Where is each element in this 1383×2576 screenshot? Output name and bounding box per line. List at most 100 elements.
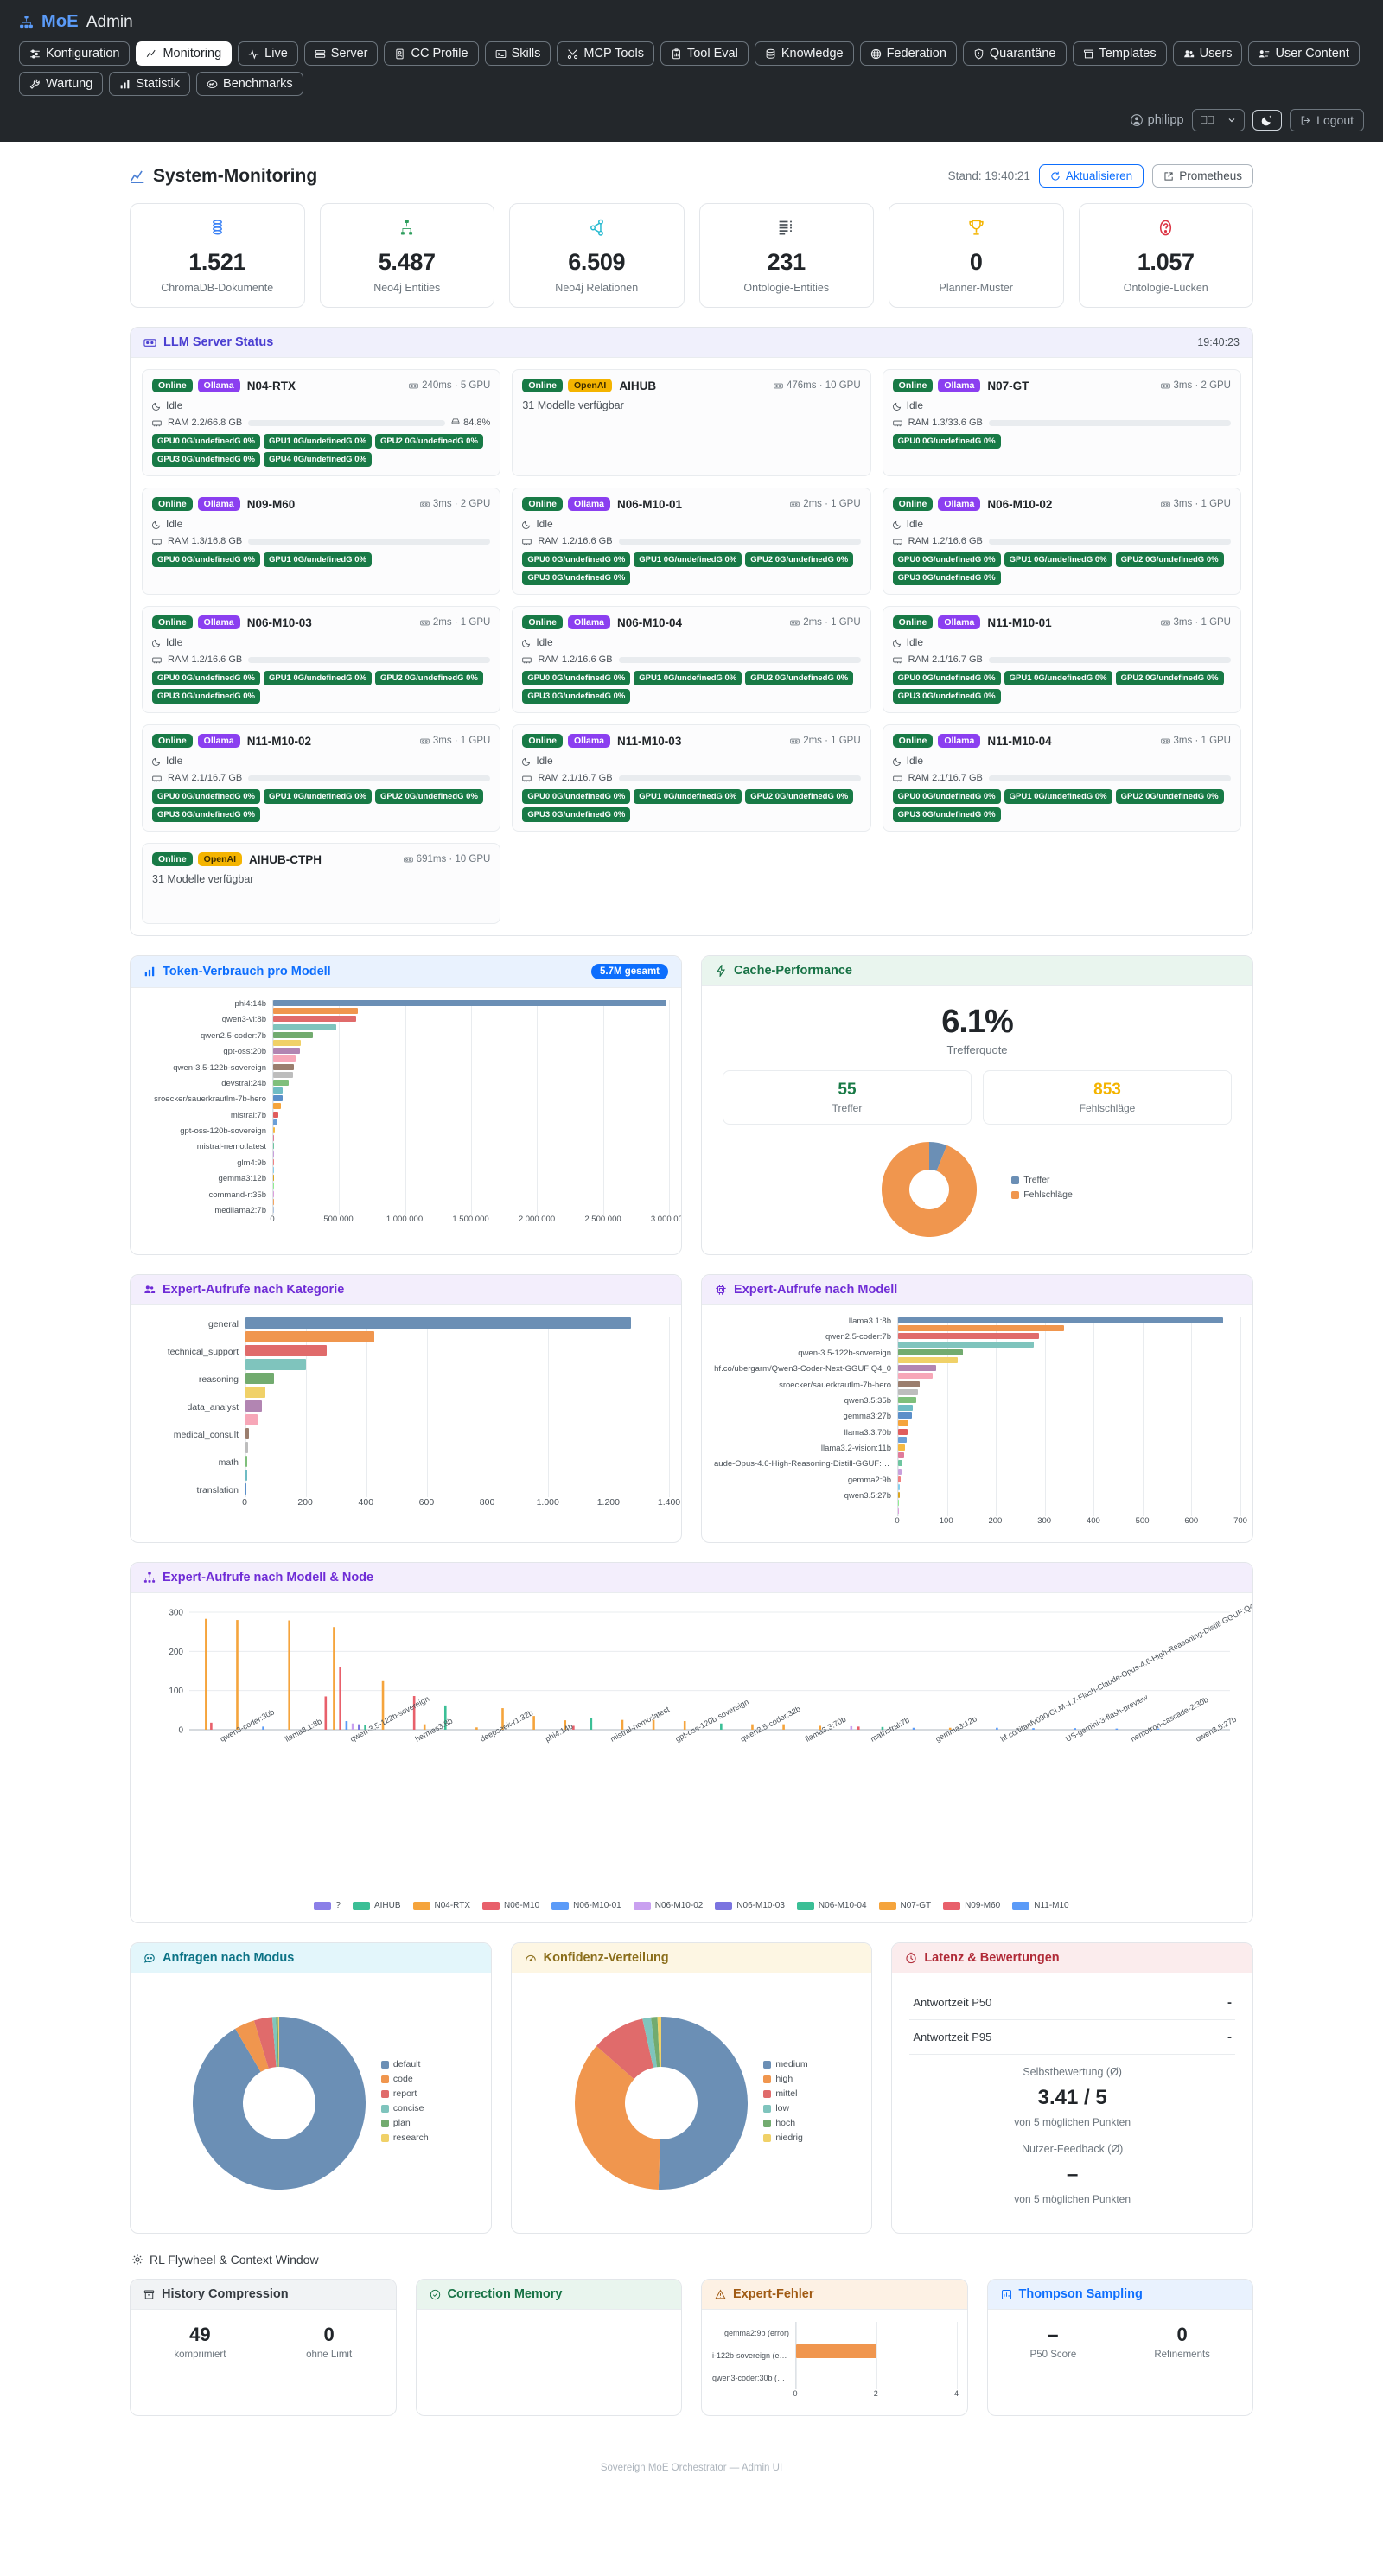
bar — [273, 1031, 313, 1038]
latency-rows: Antwortzeit P50 - Antwortzeit P95 - — [909, 1986, 1235, 2055]
server-card[interactable]: Online Ollama N09-M60 3ms · 2 GPU Idle R… — [142, 488, 501, 595]
tab-skills[interactable]: Skills — [484, 41, 551, 66]
server-card[interactable]: Online Ollama N11-M10-04 3ms · 1 GPU Idl… — [882, 724, 1241, 832]
bar — [898, 1349, 963, 1355]
axis-tick-label: 500 — [1135, 1516, 1150, 1526]
axis-tick-label — [714, 1325, 891, 1333]
panel-title: Expert-Aufrufe nach Modell — [734, 1283, 898, 1297]
server-card[interactable]: Online Ollama N06-M10-04 2ms · 1 GPU Idl… — [512, 606, 871, 713]
server-ram-text: RAM 2.1/16.7 GB — [908, 773, 983, 783]
bar — [273, 1087, 284, 1094]
tab-statistik[interactable]: Statistik — [109, 72, 191, 96]
server-ram-row: RAM 2.1/16.7 GB — [892, 654, 1231, 665]
moon-icon — [892, 401, 902, 411]
tools-icon — [567, 48, 578, 60]
tab-label: Tool Eval — [686, 47, 738, 61]
axis-tick-label: translation — [196, 1485, 239, 1495]
bar — [1074, 1728, 1076, 1730]
footer: Sovereign MoE Orchestrator — Admin UI — [600, 2463, 783, 2473]
stat-value: 5.487 — [378, 249, 436, 275]
bar — [273, 1095, 283, 1102]
kpi-value: 0 — [323, 2324, 335, 2345]
server-card-header: Online OpenAI AIHUB 476ms · 10 GPU — [522, 379, 861, 392]
server-meta: 2ms · 1 GPU — [790, 617, 861, 628]
pie-slice — [651, 2017, 660, 2068]
tab-konfiguration[interactable]: Konfiguration — [19, 41, 131, 66]
stat-label: Neo4j Relationen — [555, 282, 639, 294]
axis-tick-label: qwen3.5:27b — [1195, 1715, 1238, 1744]
refresh-button[interactable]: Aktualisieren — [1038, 164, 1144, 188]
tab-users[interactable]: Users — [1172, 41, 1243, 66]
gpu-chip-row: GPU0 0G/undefinedG 0% GPU1 0G/undefinedG … — [152, 434, 490, 467]
tab-user-content[interactable]: User Content — [1248, 41, 1360, 66]
server-card[interactable]: Online Ollama N11-M10-02 3ms · 1 GPU Idl… — [142, 724, 501, 832]
bar — [245, 1373, 275, 1384]
tab-knowledge[interactable]: Knowledge — [754, 41, 854, 66]
server-card[interactable]: Online Ollama N07-GT 3ms · 2 GPU Idle RA… — [882, 369, 1241, 476]
gpu-chip: GPU2 0G/undefinedG 0% — [374, 671, 483, 685]
stat-label: ChromaDB-Dokumente — [161, 282, 274, 294]
legend-item: Fehlschläge — [1011, 1189, 1073, 1200]
tab-tool-eval[interactable]: Tool Eval — [660, 41, 749, 66]
server-meta: 3ms · 1 GPU — [1160, 617, 1231, 628]
server-ram-text: RAM 1.2/16.6 GB — [538, 654, 613, 665]
panel-body: phi4:14b qwen3-vl:8b qwen2.5-coder:7b gpt-o… — [131, 988, 681, 1240]
tab-cc-profile[interactable]: CC Profile — [384, 41, 479, 66]
server-card[interactable]: Online Ollama N11-M10-03 2ms · 1 GPU Idl… — [512, 724, 871, 832]
server-card[interactable]: Online Ollama N11-M10-01 3ms · 1 GPU Idl… — [882, 606, 1241, 713]
gpu-card-icon — [420, 736, 430, 746]
current-user: philipp — [1130, 113, 1184, 127]
theme-toggle-button[interactable] — [1252, 110, 1283, 131]
axis-tick-label — [143, 1008, 266, 1016]
tab-templates[interactable]: Templates — [1072, 41, 1167, 66]
question-circle-icon — [1088, 219, 1245, 240]
legend-swatch — [878, 1902, 896, 1910]
tab-wartung[interactable]: Wartung — [19, 72, 104, 96]
axis-tick-label: command-r:35b — [208, 1190, 266, 1199]
bar — [898, 1436, 908, 1443]
provider-badge: Ollama — [568, 615, 611, 629]
legend-label: medium — [775, 2059, 808, 2069]
tab-label: Konfiguration — [46, 47, 120, 61]
gpu-chip: GPU2 0G/undefinedG 0% — [745, 671, 854, 685]
axis-tick-label: hf.co/titanfv090/GLM-4.7-Flash-Claude-Op… — [999, 1592, 1253, 1744]
server-card[interactable]: Online Ollama N06-M10-02 3ms · 1 GPU Idl… — [882, 488, 1241, 595]
server-card[interactable]: Online Ollama N06-M10-03 2ms · 1 GPU Idl… — [142, 606, 501, 713]
server-card[interactable]: Online Ollama N04-RTX 240ms · 5 GPU Idle… — [142, 369, 501, 476]
bar — [996, 1727, 998, 1730]
stat-card: 5.487 Neo4j Entities — [319, 203, 494, 308]
legend-label: default — [392, 2059, 421, 2069]
gpu-card-icon — [790, 500, 800, 509]
legend-item: AIHUB — [352, 1901, 401, 1910]
pulse-icon — [248, 48, 259, 60]
rl-section-text: RL Flywheel & Context Window — [150, 2253, 319, 2267]
llm-server-status-panel: LLM Server Status 19:40:23 Online Ollama… — [130, 327, 1253, 936]
legend-swatch — [482, 1902, 500, 1910]
page-title-text: System-Monitoring — [153, 165, 318, 186]
axis-tick-label: gemma3:12b — [934, 1714, 978, 1743]
server-state: Idle — [522, 755, 860, 767]
stat-card: 0 Planner-Muster — [889, 203, 1064, 308]
gear-icon — [131, 2254, 143, 2266]
server-card[interactable]: Online OpenAI AIHUB 476ms · 10 GPU 31 Mo… — [512, 369, 871, 476]
tab-benchmarks[interactable]: Benchmarks — [196, 72, 303, 96]
server-card[interactable]: Online Ollama N06-M10-01 2ms · 1 GPU Idl… — [512, 488, 871, 595]
server-ram-text: RAM 1.2/16.6 GB — [908, 536, 983, 546]
moon-icon — [892, 756, 902, 766]
language-select[interactable]: ⎕⎕ — [1191, 109, 1246, 131]
legend-swatch — [763, 2060, 772, 2069]
tab-federation[interactable]: Federation — [859, 41, 957, 66]
prometheus-button[interactable]: Prometheus — [1152, 164, 1253, 188]
tab-mcp-tools[interactable]: MCP Tools — [557, 41, 654, 66]
gpu-chip-row: GPU0 0G/undefinedG 0% GPU1 0G/undefinedG … — [892, 671, 1231, 704]
kpi: 49 komprimiert — [174, 2324, 226, 2360]
server-card[interactable]: Online OpenAI AIHUB-CTPH 691ms · 10 GPU … — [142, 843, 501, 924]
tab-live[interactable]: Live — [238, 41, 298, 66]
server-state: Idle — [892, 636, 1231, 648]
tab-server[interactable]: Server — [303, 41, 379, 66]
axis-tick-label — [143, 1103, 266, 1111]
logout-button[interactable]: Logout — [1290, 109, 1364, 131]
tab-monitoring[interactable]: Monitoring — [136, 41, 233, 66]
tab-quarant-ne[interactable]: Quarantäne — [962, 41, 1067, 66]
server-state: Idle — [152, 755, 490, 767]
